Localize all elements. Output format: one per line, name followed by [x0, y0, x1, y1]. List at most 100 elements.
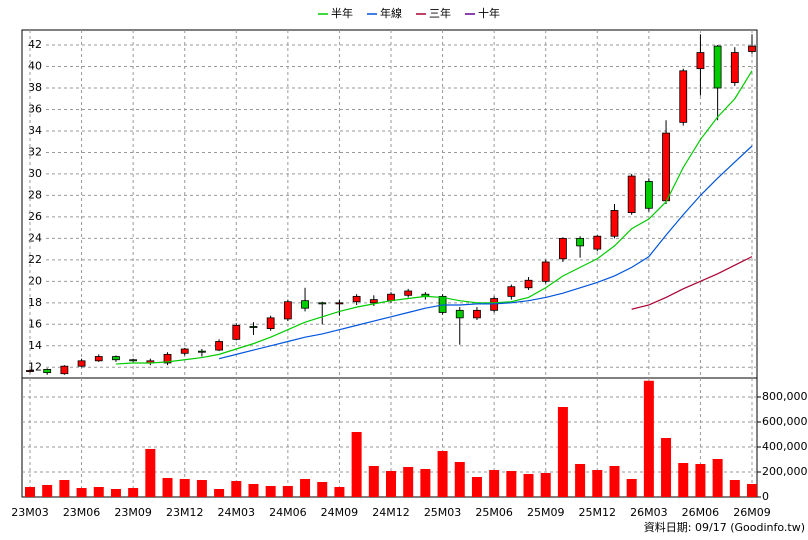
y-tick-label: 30 [28, 167, 42, 180]
volume-bar [403, 467, 414, 497]
candle-body [748, 45, 756, 52]
x-tick-label: 23M09 [114, 506, 152, 519]
volume-bar [454, 462, 465, 497]
candle-body [593, 235, 602, 250]
candle-body [576, 237, 584, 247]
y-tick-label: 18 [28, 296, 42, 309]
candle-body [352, 295, 361, 303]
x-tick-label: 24M03 [218, 506, 256, 519]
volume-bar [25, 487, 35, 497]
footer: 資料日期: 09/17 (Goodinfo.tw) [644, 520, 805, 534]
candle-body [627, 175, 636, 213]
candle-body [77, 360, 86, 367]
volume-bar [317, 482, 328, 497]
candle-body [112, 356, 120, 361]
candle-body [730, 52, 739, 84]
y-tick-label: 42 [28, 38, 42, 51]
x-tick-label: 23M06 [63, 506, 101, 519]
candle-body [524, 279, 533, 289]
candle-body [335, 302, 344, 305]
candle-body [644, 181, 653, 209]
volume-bar [540, 473, 551, 497]
volume-bar [128, 488, 139, 497]
y-tick-label: 24 [28, 231, 42, 244]
candle-body [713, 45, 722, 89]
volume-bar [59, 480, 70, 497]
volume-bar [575, 464, 586, 497]
y-tick-label: 16 [28, 317, 42, 330]
volume-bar [557, 407, 568, 497]
volume-bar [110, 489, 121, 497]
x-tick-label: 23M03 [11, 506, 49, 519]
volume-bar [248, 484, 259, 497]
y-tick-label: 26 [28, 210, 42, 223]
candle-body [301, 300, 309, 309]
x-tick-label: 24M12 [372, 506, 410, 519]
y-tick-label: 38 [28, 81, 42, 94]
x-tick-label: 25M12 [579, 506, 617, 519]
x-tick-label: 25M06 [475, 506, 513, 519]
volume-bar [76, 488, 87, 497]
volume-bar [626, 479, 637, 497]
volume-bar [162, 478, 173, 497]
x-tick-label: 23M12 [166, 506, 204, 519]
x-tick-label: 25M09 [527, 506, 565, 519]
candle-body [473, 309, 481, 319]
volume-bar [179, 479, 190, 497]
x-tick-label: 25M03 [424, 506, 462, 519]
y-tick-label: 22 [28, 253, 42, 266]
moving-average-line [631, 256, 753, 310]
candle-body [610, 210, 619, 237]
volume-bar [386, 471, 396, 497]
y-tick-label: 12 [28, 360, 42, 373]
y-tick-label: 40 [28, 60, 42, 73]
candle-body [679, 70, 688, 123]
y-tick-label: 36 [28, 102, 42, 115]
volume-bar [265, 486, 276, 497]
volume-bar [93, 487, 104, 497]
y2-tick-label: 200,000 [762, 465, 808, 478]
candle-body [541, 261, 550, 282]
x-tick-label: 26M03 [630, 506, 668, 519]
candle-body [215, 341, 223, 351]
legend-label: 年線 [380, 6, 402, 20]
volume-bar [506, 471, 517, 497]
x-tick-label: 26M06 [682, 506, 720, 519]
candle-body [129, 359, 138, 362]
candle-body [559, 237, 567, 260]
candle-body [369, 299, 378, 304]
y2-tick-label: 0 [762, 490, 769, 503]
candle-body [387, 293, 395, 302]
y-tick-label: 28 [28, 188, 42, 201]
y-tick-label: 32 [28, 145, 42, 158]
legend-label: 十年 [478, 6, 500, 20]
y-tick-label: 14 [28, 339, 42, 352]
volume-bar [643, 380, 654, 497]
moving-average-line [218, 145, 753, 360]
y2-tick-label: 600,000 [762, 415, 808, 428]
candle-body [318, 302, 327, 305]
volume-bar [729, 480, 740, 497]
volume-bar [471, 477, 482, 497]
volume-bar [196, 480, 207, 497]
moving-average-line [115, 70, 753, 365]
x-tick-label: 24M09 [321, 506, 359, 519]
candle-body [43, 369, 52, 374]
candle-body [455, 309, 464, 319]
volume-bar [334, 487, 345, 497]
volume-bar [712, 459, 723, 497]
y2-tick-label: 800,000 [762, 390, 808, 403]
candle-body [232, 324, 241, 340]
candle-body [696, 52, 705, 70]
x-tick-label: 24M06 [269, 506, 307, 519]
volume-bar [282, 486, 293, 497]
volume-bar [214, 489, 225, 497]
volume-bar [42, 485, 53, 497]
candle-body [662, 132, 670, 202]
volume-bar [300, 479, 311, 497]
volume-bar [609, 466, 620, 497]
y-tick-label: 34 [28, 124, 42, 137]
legend-label: 三年 [429, 6, 451, 20]
volume-bar [678, 463, 689, 497]
candle-body [198, 350, 206, 353]
